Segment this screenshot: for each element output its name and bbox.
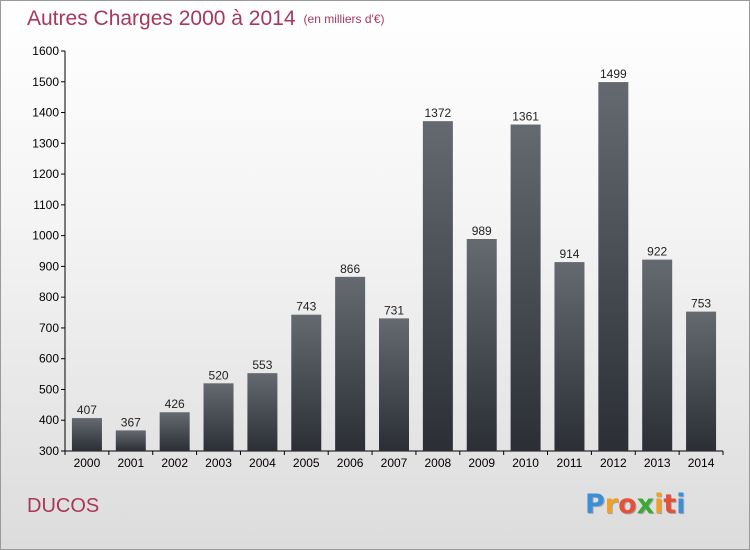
y-tick-label: 1500 (32, 75, 59, 89)
y-tick-label: 1300 (32, 136, 59, 150)
y-tick-label: 800 (39, 290, 59, 304)
proxiti-logo: Proxiti (585, 489, 686, 520)
y-tick-label: 500 (39, 382, 59, 396)
bar-value-label: 743 (296, 300, 316, 314)
bar-value-label: 367 (121, 415, 141, 429)
bar-2007 (379, 318, 409, 451)
x-tick-label: 2002 (161, 456, 188, 470)
bar-value-label: 753 (691, 297, 711, 311)
bar-value-label: 1361 (512, 110, 539, 124)
logo-letter: i (654, 489, 664, 520)
bar-value-label: 866 (340, 262, 360, 276)
x-tick-label: 2009 (468, 456, 495, 470)
bar-value-label: 1499 (600, 67, 627, 81)
bar-2002 (159, 412, 190, 451)
bar-2012 (598, 82, 629, 452)
y-tick-label: 1000 (32, 229, 59, 243)
bar-2006 (335, 276, 366, 451)
bar-2013 (642, 259, 673, 451)
y-tick-label: 700 (39, 321, 59, 335)
chart-subtitle: (en milliers d'€) (303, 12, 385, 26)
bar-value-label: 1372 (425, 106, 452, 120)
chart-title: Autres Charges 2000 à 2014 (27, 7, 296, 30)
y-tick-label: 600 (39, 352, 59, 366)
x-tick-label: 2011 (557, 456, 583, 470)
y-tick-label: 1400 (32, 106, 59, 120)
bar-value-label: 407 (77, 403, 97, 417)
bar-2011 (554, 262, 585, 451)
bar-2001 (115, 430, 146, 451)
bar-value-label: 914 (559, 247, 579, 261)
x-tick-label: 2003 (205, 456, 232, 470)
y-tick-label: 400 (39, 413, 59, 427)
logo-letter: P (585, 489, 605, 520)
bar-2008 (422, 121, 453, 452)
bar-2004 (247, 373, 278, 451)
y-tick-label: 1100 (33, 198, 59, 212)
bar-value-label: 520 (209, 368, 229, 382)
logo-letter: t (663, 489, 677, 520)
bar-2003 (203, 383, 234, 451)
place-name: DUCOS (27, 495, 100, 517)
x-tick-label: 2001 (117, 456, 144, 470)
x-tick-label: 2004 (249, 456, 276, 470)
x-tick-label: 2010 (512, 456, 539, 470)
x-tick-label: 2007 (381, 456, 408, 470)
bar-value-label: 731 (384, 303, 404, 317)
x-tick-label: 2008 (425, 456, 452, 470)
y-tick-label: 900 (39, 259, 59, 273)
bar-2005 (291, 314, 322, 451)
y-tick-label: 1200 (32, 167, 59, 181)
bar-2009 (466, 239, 497, 451)
logo-letter: x (636, 489, 655, 520)
y-tick-label: 1600 (32, 44, 59, 58)
x-tick-label: 2005 (293, 456, 320, 470)
x-tick-label: 2013 (644, 456, 671, 470)
bar-value-label: 989 (472, 224, 492, 238)
logo-letter: r (604, 489, 619, 520)
x-tick-label: 2006 (337, 456, 364, 470)
x-tick-label: 2000 (74, 456, 101, 470)
bar-value-label: 922 (647, 245, 667, 259)
bar-2014 (686, 311, 717, 451)
bar-value-label: 553 (252, 358, 272, 372)
x-tick-label: 2012 (600, 456, 627, 470)
bar-value-label: 426 (165, 397, 185, 411)
chart-title-block: Autres Charges 2000 à 2014 (en milliers d… (27, 7, 385, 31)
chart-axes: 300 400 500 600 700 800 900 1000 1100 1200 1300 140… (32, 44, 724, 470)
logo-letter: i (676, 489, 686, 520)
y-tick-label: 300 (39, 444, 59, 458)
logo-letter: o (618, 489, 637, 520)
x-tick-label: 2014 (688, 456, 715, 470)
bar-2010 (510, 124, 541, 452)
chart-bars: 407 367 426 520 553 743 866 731 1372 989 1361 914 14… (71, 67, 717, 452)
bar-2000 (71, 418, 102, 451)
